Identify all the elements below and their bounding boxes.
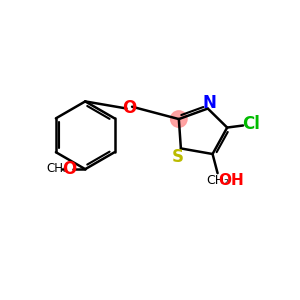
Text: OH: OH: [218, 173, 244, 188]
Circle shape: [171, 111, 187, 127]
Text: O: O: [62, 160, 77, 178]
Text: S: S: [171, 148, 183, 166]
Text: CH₂: CH₂: [206, 174, 229, 187]
Text: Cl: Cl: [242, 115, 260, 133]
Text: CH₃: CH₃: [46, 162, 68, 175]
Text: N: N: [202, 94, 216, 112]
Text: O: O: [122, 99, 136, 117]
